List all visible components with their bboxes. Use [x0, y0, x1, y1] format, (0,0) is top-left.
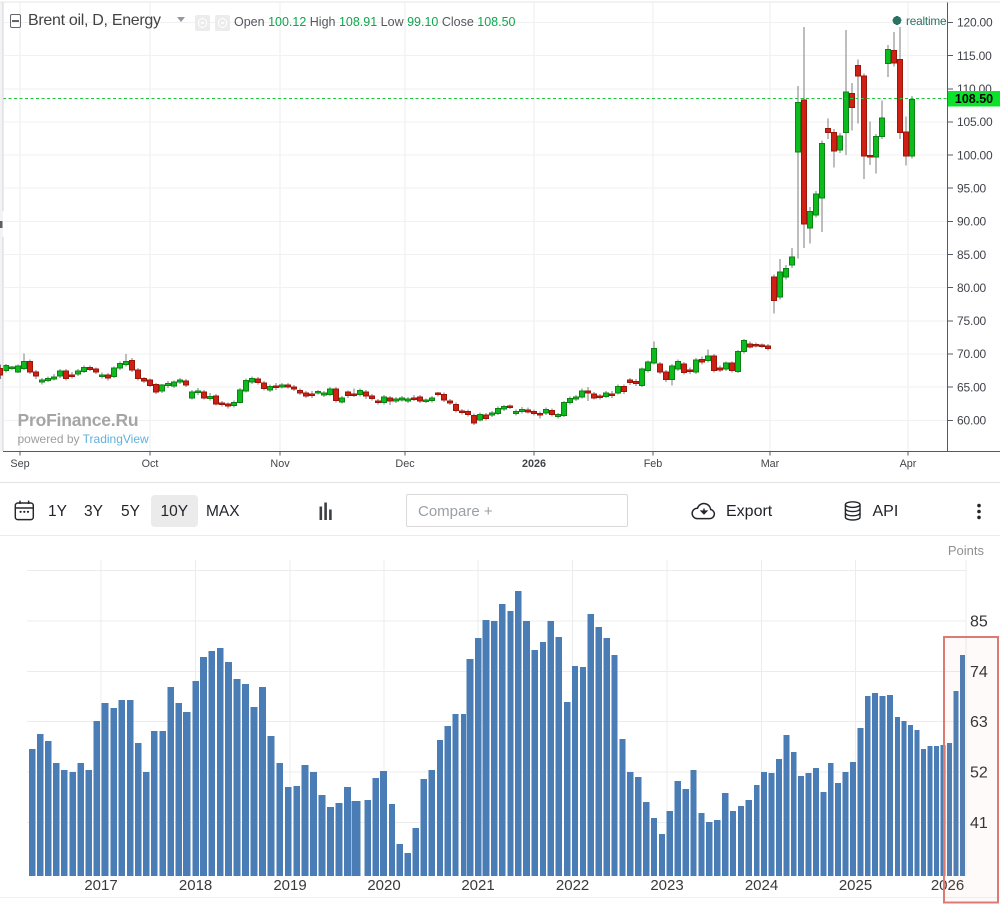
svg-text:2018: 2018	[179, 877, 212, 894]
svg-text:120.00: 120.00	[957, 16, 993, 30]
svg-text:Nov: Nov	[270, 458, 290, 470]
svg-text:80.00: 80.00	[957, 281, 987, 295]
svg-text:100.00: 100.00	[957, 148, 993, 162]
svg-text:70.00: 70.00	[957, 347, 987, 361]
svg-text:90.00: 90.00	[957, 215, 987, 229]
svg-text:2019: 2019	[273, 877, 306, 894]
svg-text:115.00: 115.00	[957, 49, 992, 63]
svg-text:85: 85	[970, 614, 988, 631]
svg-text:2017: 2017	[84, 877, 117, 894]
svg-text:Oct: Oct	[142, 458, 159, 470]
svg-text:85.00: 85.00	[957, 248, 987, 262]
svg-text:60.00: 60.00	[957, 414, 987, 428]
svg-text:Sep: Sep	[10, 458, 29, 470]
svg-text:65.00: 65.00	[957, 380, 987, 394]
svg-text:63: 63	[970, 714, 988, 731]
svg-text:75.00: 75.00	[957, 314, 987, 328]
svg-text:52: 52	[970, 765, 988, 782]
svg-text:2025: 2025	[839, 877, 872, 894]
svg-text:2026: 2026	[931, 877, 964, 894]
svg-text:105.00: 105.00	[957, 115, 993, 129]
svg-text:Feb: Feb	[644, 458, 663, 470]
svg-text:2024: 2024	[745, 877, 778, 894]
svg-text:95.00: 95.00	[957, 181, 987, 195]
svg-text:Dec: Dec	[395, 458, 415, 470]
svg-text:Mar: Mar	[761, 458, 780, 470]
svg-text:2022: 2022	[556, 877, 589, 894]
svg-text:2023: 2023	[650, 877, 683, 894]
svg-text:realtime: realtime	[906, 14, 947, 28]
svg-text:74: 74	[970, 664, 988, 681]
svg-text:41: 41	[970, 815, 988, 832]
svg-text:2021: 2021	[461, 877, 494, 894]
svg-text:2020: 2020	[367, 877, 400, 894]
svg-text:108.50: 108.50	[955, 92, 993, 106]
svg-text:2026: 2026	[522, 458, 546, 470]
svg-text:Apr: Apr	[900, 458, 917, 470]
svg-text:Points: Points	[948, 543, 985, 558]
